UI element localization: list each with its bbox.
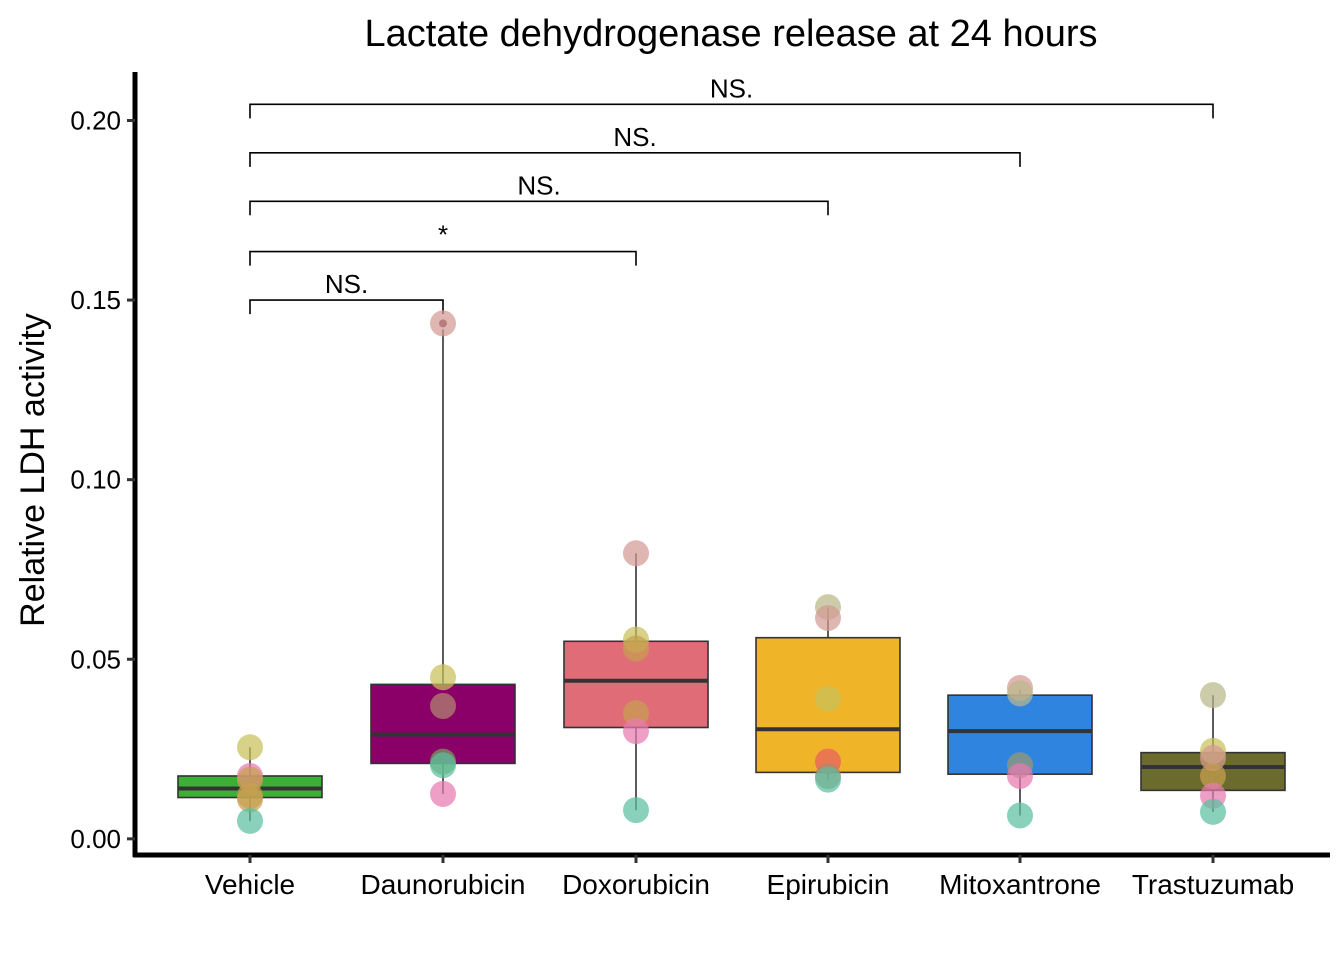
data-point-daunorubicin	[430, 780, 456, 807]
data-point-vehicle	[237, 786, 263, 813]
significance-bracket-4	[249, 152, 1021, 167]
x-tick-label: Trastuzumab	[1132, 869, 1294, 900]
chart-title: Lactate dehydrogenase release at 24 hour…	[364, 13, 1097, 55]
data-point-vehicle	[237, 734, 263, 761]
y-tick-label: 0.10	[70, 465, 121, 495]
significance-label-3: NS.	[517, 170, 560, 200]
data-point-daunorubicin	[430, 752, 456, 779]
y-tick-label: 0.15	[70, 285, 121, 315]
data-point-trastuzumab	[1200, 682, 1226, 709]
data-point-mitoxantrone	[1007, 802, 1033, 829]
data-point-daunorubicin	[430, 310, 456, 337]
data-point-epirubicin	[815, 604, 841, 631]
x-tick-label: Doxorubicin	[562, 869, 710, 900]
data-point-daunorubicin	[430, 692, 456, 719]
data-point-epirubicin	[815, 766, 841, 793]
x-tick-label: Mitoxantrone	[939, 869, 1101, 900]
data-point-vehicle	[237, 807, 263, 834]
data-point-doxorubicin	[623, 540, 649, 567]
axes-layer: 0.00 0.05 0.10 0.15 0.20 Vehicle Daunorubicin D…	[70, 72, 1330, 900]
x-tick-label: Vehicle	[205, 869, 295, 900]
significance-bracket-2	[249, 250, 637, 266]
box-daunorubicin	[370, 319, 516, 794]
data-point-mitoxantrone	[1007, 680, 1033, 707]
data-point-doxorubicin	[623, 718, 649, 745]
data-point-doxorubicin	[623, 635, 649, 662]
data-point-daunorubicin	[430, 664, 456, 691]
y-tick-label: 0.00	[70, 824, 121, 854]
data-point-mitoxantrone	[1007, 762, 1033, 789]
data-point-epirubicin	[815, 685, 841, 712]
data-point-doxorubicin	[623, 797, 649, 824]
data-point-doxorubicin	[623, 700, 649, 727]
data-point-trastuzumab	[1200, 762, 1226, 789]
significance-brackets: NS. * NS. NS. NS.	[249, 73, 1214, 315]
significance-label-2: *	[438, 220, 448, 250]
y-tick-label: 0.05	[70, 644, 121, 674]
y-axis-label: Relative LDH activity	[14, 313, 52, 627]
y-tick-label: 0.20	[70, 105, 121, 135]
x-tick-label: Daunorubicin	[361, 869, 526, 900]
significance-label-4: NS.	[613, 122, 656, 152]
significance-bracket-3	[249, 200, 829, 216]
boxes-layer	[177, 319, 1286, 821]
box-doxorubicin	[563, 553, 709, 811]
data-point-trastuzumab	[1200, 745, 1226, 772]
significance-bracket-5	[249, 103, 1214, 119]
data-points-layer	[237, 310, 1226, 834]
x-tick-label: Epirubicin	[767, 869, 890, 900]
data-point-trastuzumab	[1200, 798, 1226, 825]
significance-label-1: NS.	[325, 269, 368, 299]
significance-bracket-1	[249, 299, 444, 315]
significance-label-5: NS.	[710, 73, 753, 103]
